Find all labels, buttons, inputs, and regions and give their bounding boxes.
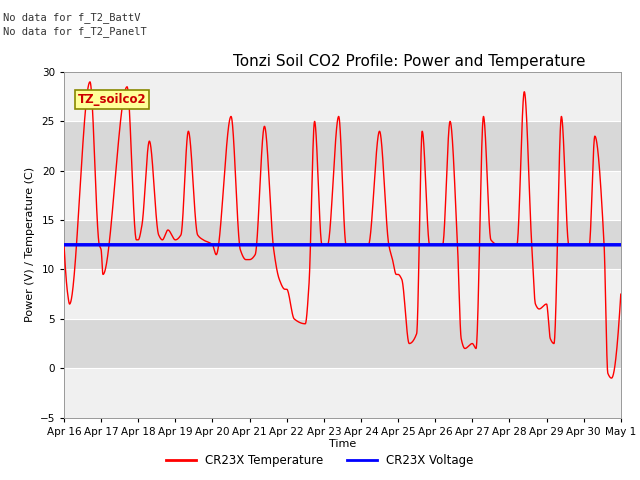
Text: No data for f_T2_PanelT: No data for f_T2_PanelT <box>3 26 147 37</box>
CR23X Temperature <box>60 242 68 248</box>
Bar <box>64 368 621 418</box>
Line: CR23X Temperature: CR23X Temperature <box>64 82 621 378</box>
CR23X Temperature <box>124 85 132 91</box>
Legend: CR23X Temperature, CR23X Voltage: CR23X Temperature, CR23X Voltage <box>162 449 478 472</box>
CR23X Temperature <box>298 321 306 326</box>
CR23X Temperature <box>606 374 614 380</box>
Text: No data for f_T2_BattV: No data for f_T2_BattV <box>3 12 141 23</box>
CR23X Temperature <box>546 335 554 341</box>
CR23X Temperature <box>274 271 282 276</box>
Y-axis label: Power (V) / Temperature (C): Power (V) / Temperature (C) <box>26 167 35 323</box>
CR23X Temperature <box>607 375 615 381</box>
Bar <box>64 171 621 220</box>
CR23X Voltage <box>274 242 282 248</box>
CR23X Temperature <box>157 236 164 241</box>
CR23X Voltage <box>124 242 131 248</box>
CR23X Voltage <box>617 242 625 248</box>
Bar <box>64 269 621 319</box>
CR23X Temperature <box>617 291 625 297</box>
Bar <box>64 72 621 121</box>
CR23X Voltage <box>157 242 164 248</box>
CR23X Voltage <box>298 242 305 248</box>
Title: Tonzi Soil CO2 Profile: Power and Temperature: Tonzi Soil CO2 Profile: Power and Temper… <box>233 54 586 70</box>
CR23X Temperature <box>86 79 94 85</box>
X-axis label: Time: Time <box>329 439 356 449</box>
CR23X Voltage <box>60 242 68 248</box>
CR23X Voltage <box>546 242 554 248</box>
Text: TZ_soilco2: TZ_soilco2 <box>78 93 147 106</box>
CR23X Voltage <box>606 242 614 248</box>
